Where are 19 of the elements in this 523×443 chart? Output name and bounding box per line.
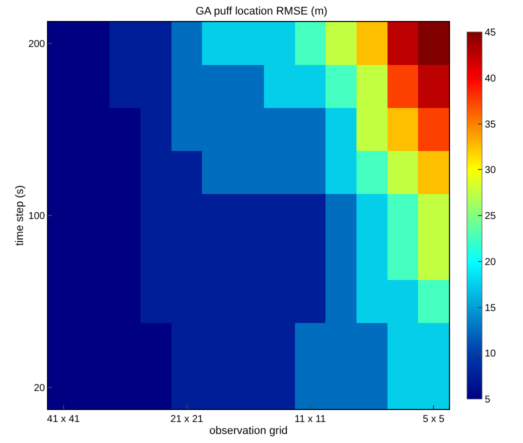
chart-title: GA puff location RMSE (m) (196, 5, 328, 18)
y-tick-label: 100 (28, 211, 46, 222)
color-bar-label: 10 (484, 348, 496, 360)
x-tick-label: 41 x 41 (47, 414, 80, 425)
x-tick-label: 21 x 21 (170, 414, 204, 425)
x-tick-label: 11 x 11 (294, 414, 326, 425)
color-bar-label: 30 (484, 165, 496, 176)
color-bar-label: 35 (484, 119, 496, 130)
y-axis-title: time step (s) (14, 185, 26, 246)
y-tick-label: 20 (34, 383, 46, 394)
x-tick-label: 5 x 5 (422, 414, 445, 425)
x-axis-title: observation grid (209, 425, 288, 438)
y-tick-label: 200 (28, 39, 46, 50)
color-bar-label: 40 (484, 73, 496, 84)
color-bar-label: 45 (484, 28, 496, 38)
color-bar-label: 20 (484, 256, 496, 268)
color-bar-label: 15 (484, 302, 496, 314)
color-bar-label: 25 (484, 211, 496, 222)
color-bar-label: 5 (484, 394, 491, 406)
